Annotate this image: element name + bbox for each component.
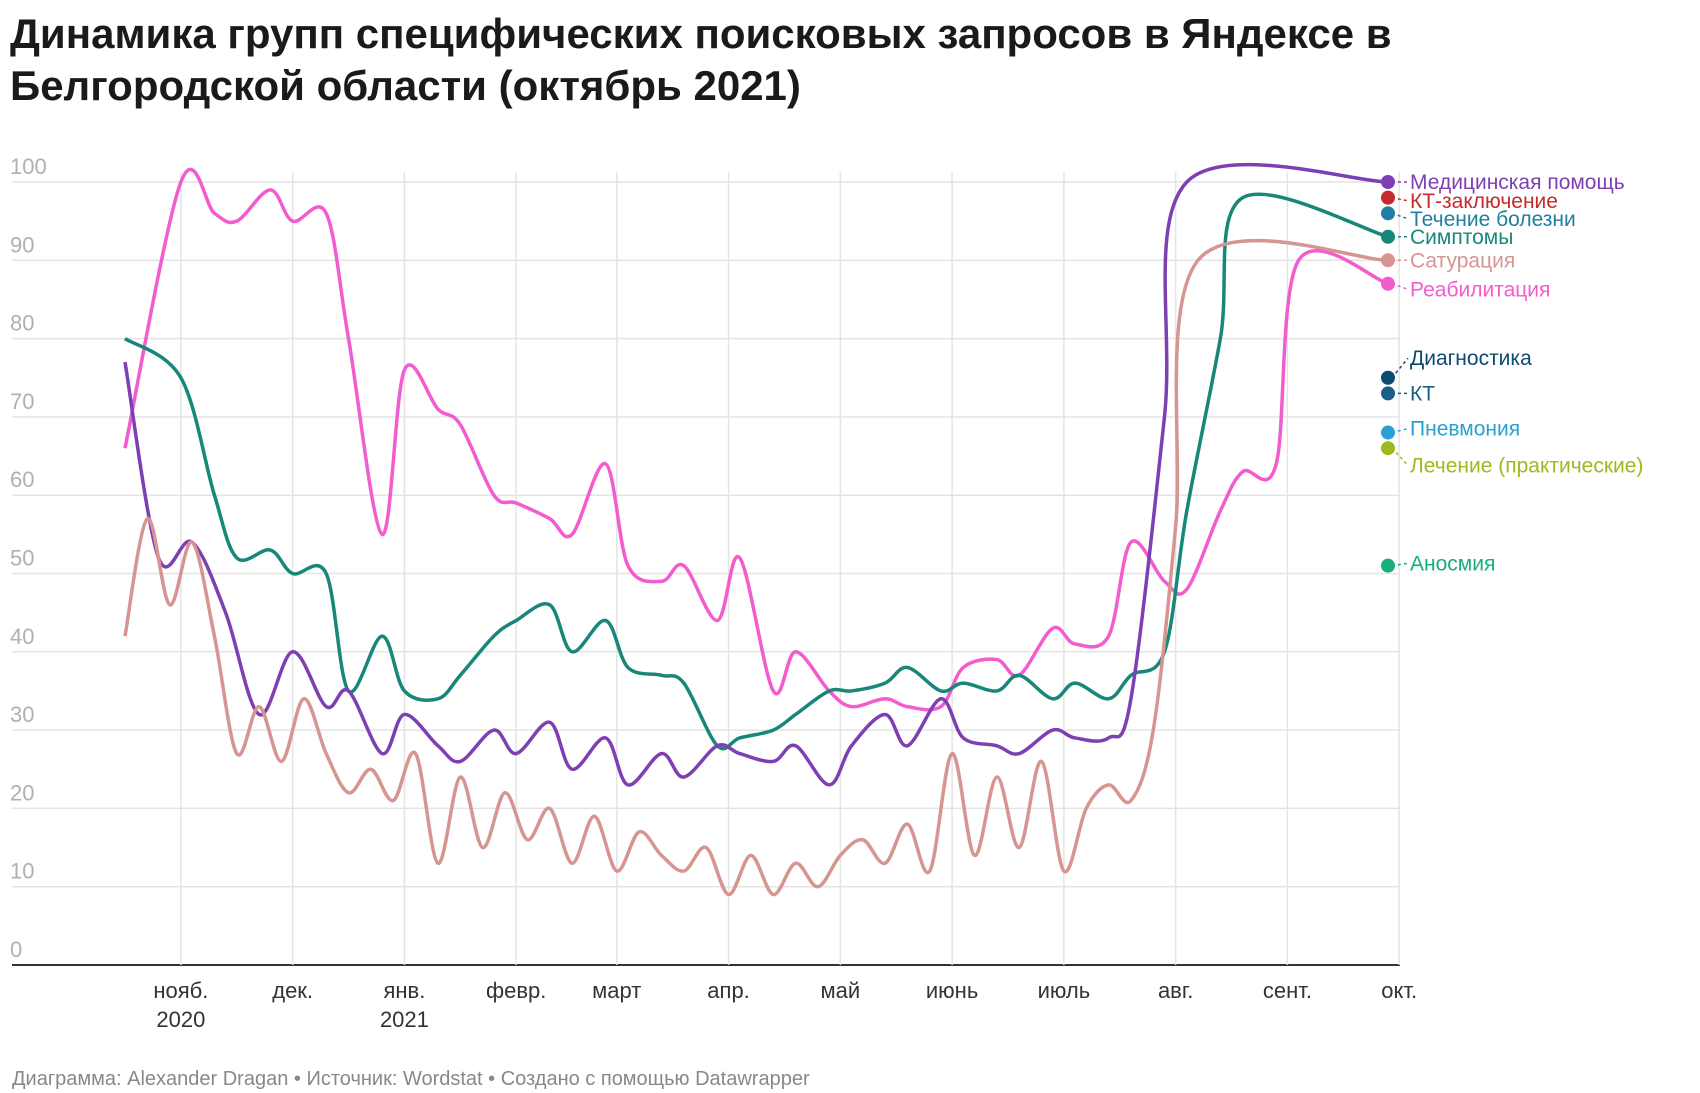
x-tick-label: февр. xyxy=(486,978,546,1003)
y-tick-label: 20 xyxy=(10,780,34,805)
series-label-кт-заключение: КТ-заключение xyxy=(1410,190,1558,213)
label-leader xyxy=(1391,447,1409,466)
x-tick-label: июль xyxy=(1038,978,1091,1003)
x-tick-label: апр. xyxy=(707,978,750,1003)
chart-footer: Диаграмма: Alexander Dragan • Источник: … xyxy=(12,1068,810,1090)
series-label-реабилитация: Реабилитация xyxy=(1410,278,1550,301)
x-tick-label: март xyxy=(592,978,641,1003)
y-tick-label: 40 xyxy=(10,624,34,649)
end-point-кт-заключение xyxy=(1381,190,1395,205)
series-label-аносмия: Аносмия xyxy=(1410,552,1495,575)
chart-title: Динамика групп специфических поисковых з… xyxy=(10,10,1392,109)
label-leader xyxy=(1391,357,1409,379)
x-tick-year: 2020 xyxy=(156,1007,205,1032)
x-tick-label: май xyxy=(820,978,860,1003)
x-tick-label: дек. xyxy=(272,978,313,1003)
x-tick-label: авг. xyxy=(1158,978,1193,1003)
end-point-симптомы xyxy=(1381,229,1395,244)
end-point-аносмия xyxy=(1381,558,1395,573)
y-tick-label: 10 xyxy=(10,859,34,884)
x-tick-label: июнь xyxy=(926,978,978,1003)
end-point-пневмония xyxy=(1381,425,1395,440)
end-point-диагностика xyxy=(1381,370,1395,385)
y-tick-label: 60 xyxy=(10,467,34,492)
series-label-пневмония: Пневмония xyxy=(1410,418,1520,441)
series-label-симптомы: Симптомы xyxy=(1410,226,1513,249)
x-tick-year: 2021 xyxy=(380,1007,429,1032)
y-tick-label: 0 xyxy=(10,937,22,962)
x-tick-label: нояб. xyxy=(153,978,208,1003)
x-tick-label: окт. xyxy=(1381,978,1417,1003)
y-tick-label: 80 xyxy=(10,311,34,336)
series-line-медицинская-помощь xyxy=(123,162,1389,787)
y-tick-label: 50 xyxy=(10,546,34,571)
y-tick-label: 90 xyxy=(10,232,34,257)
series-line-реабилитация xyxy=(123,167,1389,712)
end-point-сатурация xyxy=(1381,253,1395,268)
end-point-кт xyxy=(1381,386,1395,401)
series-line-симптомы xyxy=(123,192,1389,751)
series-label-течение-болезни: Течение болезни xyxy=(1410,208,1576,231)
series-label-диагностика: Диагностика xyxy=(1410,347,1532,370)
y-tick-label: 70 xyxy=(10,389,34,414)
x-tick-label: сент. xyxy=(1263,978,1312,1003)
end-point-медицинская-помощь xyxy=(1381,175,1395,189)
end-point-реабилитация xyxy=(1381,276,1395,291)
series-label-кт: КТ xyxy=(1410,382,1435,405)
end-point-течение-болезни xyxy=(1381,206,1395,221)
y-tick-label: 100 xyxy=(10,154,47,179)
series-label-сатурация: Сатурация xyxy=(1410,249,1515,272)
x-tick-label: янв. xyxy=(383,978,425,1003)
series-label-медицинская-помощь: Медицинская помощь xyxy=(1410,171,1625,194)
y-tick-label: 30 xyxy=(10,702,34,727)
series-line-сатурация xyxy=(123,238,1389,897)
series-label-лечение-практические: Лечение (практические) xyxy=(1410,454,1643,477)
end-point-лечение-практические xyxy=(1381,441,1395,456)
